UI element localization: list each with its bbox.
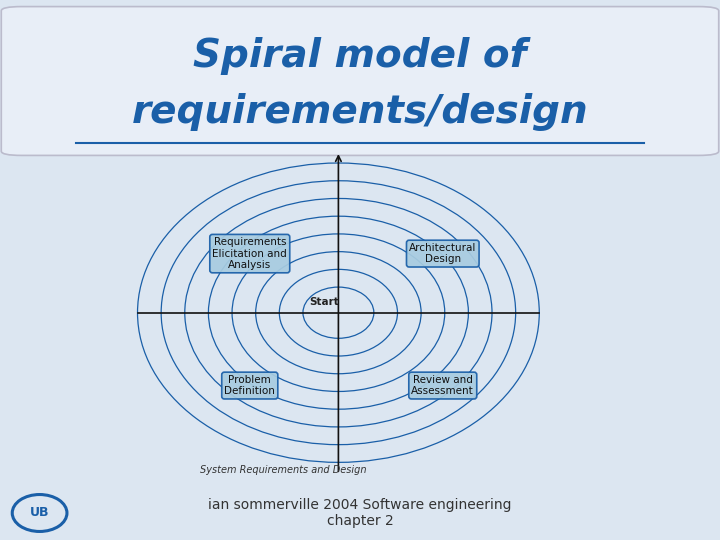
Text: System Requirements and Design: System Requirements and Design bbox=[200, 465, 366, 475]
Text: requirements/design: requirements/design bbox=[132, 93, 588, 131]
FancyBboxPatch shape bbox=[1, 6, 719, 156]
Text: Architectural
Design: Architectural Design bbox=[409, 243, 477, 265]
Text: ian sommerville 2004 Software engineering
chapter 2: ian sommerville 2004 Software engineerin… bbox=[208, 498, 512, 528]
Text: UB: UB bbox=[30, 505, 50, 518]
Text: Review and
Assessment: Review and Assessment bbox=[411, 375, 474, 396]
Text: Start: Start bbox=[310, 297, 340, 307]
Text: Spiral model of: Spiral model of bbox=[193, 37, 527, 75]
Text: Problem
Definition: Problem Definition bbox=[225, 375, 275, 396]
Text: Requirements
Elicitation and
Analysis: Requirements Elicitation and Analysis bbox=[212, 237, 287, 270]
